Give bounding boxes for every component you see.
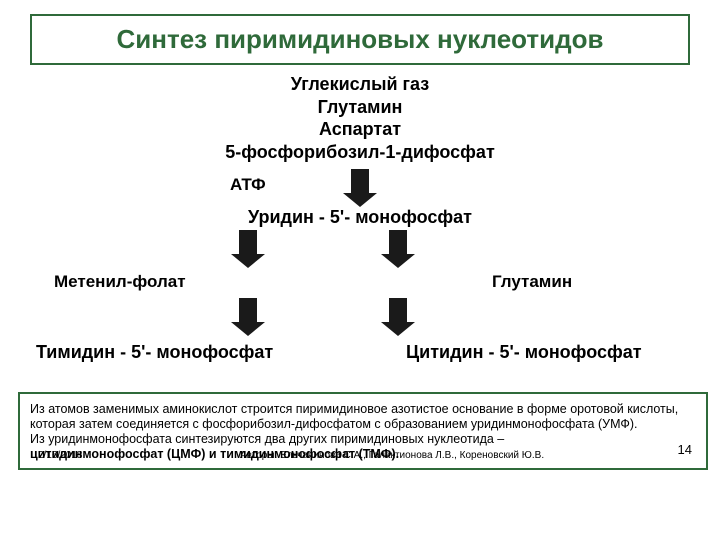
products-row: Тимидин - 5'- монофосфат Цитидин - 5'- м… — [20, 342, 700, 370]
precursor-line: 5-фосфорибозил-1-дифосфат — [18, 141, 702, 164]
cofactor-right: Глутамин — [492, 272, 572, 292]
footer-text: Из уридинмонофосфата синтезируются два д… — [30, 432, 504, 446]
slide-title: Синтез пиримидиновых нуклеотидов — [42, 24, 678, 55]
page-number: 14 — [678, 442, 692, 458]
slide: Синтез пиримидиновых нуклеотидов Углекис… — [0, 0, 720, 540]
arrow-stage-1: АТФ — [30, 169, 690, 205]
precursors-block: Углекислый газ Глутамин Аспартат 5-фосфо… — [18, 73, 702, 163]
title-box: Синтез пиримидиновых нуклеотидов — [30, 14, 690, 65]
footer-authors: Авторы: Ельчанинова С.А., Галактионова Л… — [240, 450, 544, 462]
down-arrow-icon — [343, 169, 377, 207]
down-arrow-pair-icon — [231, 230, 415, 268]
product-right: Цитидин - 5'- монофосфат — [406, 342, 642, 363]
precursor-line: Аспартат — [18, 118, 702, 141]
cofactor-left: Метенил-фолат — [54, 272, 186, 292]
footer-note: Из атомов заменимых аминокислот строится… — [18, 392, 708, 470]
footer-date: 2/16/2018 — [38, 450, 83, 462]
footer-paragraph: Из уридинмонофосфата синтезируются два д… — [30, 432, 696, 447]
ump-node: Уридин - 5'- монофосфат — [18, 207, 702, 228]
product-left: Тимидин - 5'- монофосфат — [36, 342, 273, 363]
atp-label: АТФ — [230, 175, 266, 195]
down-arrow-pair-icon — [231, 298, 415, 336]
precursor-line: Глутамин — [18, 96, 702, 119]
arrow-stage-2 — [18, 230, 702, 268]
footer-paragraph: Из атомов заменимых аминокислот строится… — [30, 402, 696, 432]
side-labels-row: Метенил-фолат Глутамин — [30, 270, 690, 298]
arrow-stage-3 — [18, 298, 702, 336]
precursor-line: Углекислый газ — [18, 73, 702, 96]
